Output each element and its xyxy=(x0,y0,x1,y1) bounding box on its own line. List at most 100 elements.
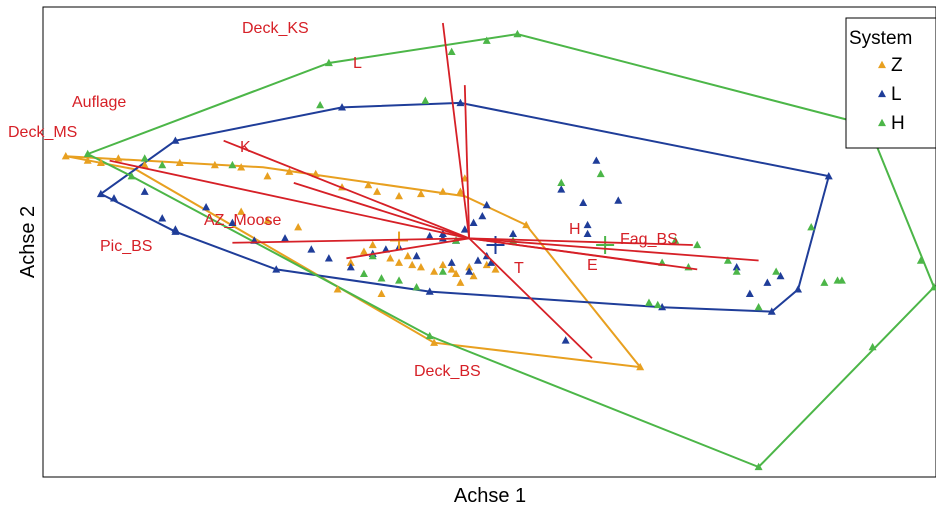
point-h xyxy=(482,36,491,44)
point-z xyxy=(416,189,425,198)
vector-label-k: K xyxy=(240,139,251,156)
point-z xyxy=(61,152,70,160)
point-l xyxy=(583,220,592,229)
point-z xyxy=(175,158,184,167)
point-h xyxy=(316,100,325,109)
vector-deck-ms xyxy=(109,159,470,240)
point-h xyxy=(644,298,653,306)
vector-fag-bs xyxy=(469,237,759,262)
vector-deck-bs xyxy=(468,237,593,359)
point-l xyxy=(614,196,623,204)
point-z xyxy=(456,187,465,195)
point-z xyxy=(438,187,447,195)
point-h xyxy=(754,302,763,311)
point-z xyxy=(83,156,92,164)
vector-label-h: H xyxy=(569,221,581,238)
vector-label-deck-ms: Deck_MS xyxy=(8,124,77,141)
point-l xyxy=(281,234,290,242)
legend-box xyxy=(845,17,936,149)
point-h xyxy=(916,256,925,264)
point-z xyxy=(386,254,395,262)
vector-deck-ks xyxy=(441,22,471,239)
point-z xyxy=(263,216,272,224)
point-z xyxy=(346,258,355,266)
point-l xyxy=(307,245,316,253)
point-l xyxy=(478,211,487,220)
point-z xyxy=(377,289,386,297)
point-l xyxy=(482,200,491,209)
vector-k xyxy=(293,181,470,240)
point-h xyxy=(772,267,781,275)
point-l xyxy=(509,229,518,238)
point-l xyxy=(561,336,570,344)
point-h xyxy=(693,240,702,249)
point-l xyxy=(487,258,496,266)
hull-z xyxy=(65,155,643,369)
point-z xyxy=(285,167,294,175)
point-z xyxy=(395,191,404,200)
vector-auflage xyxy=(223,139,470,240)
point-h xyxy=(807,223,816,231)
point-h xyxy=(377,274,386,282)
point-l xyxy=(592,156,601,164)
point-z xyxy=(430,267,439,275)
point-h xyxy=(438,267,447,275)
point-h xyxy=(732,267,741,275)
point-z xyxy=(368,240,377,249)
hull-l xyxy=(98,101,831,313)
point-h xyxy=(421,96,430,104)
point-h xyxy=(513,29,522,38)
point-h xyxy=(447,47,456,56)
point-z xyxy=(114,154,123,162)
vector-label-t: T xyxy=(514,260,524,277)
point-l xyxy=(767,307,776,315)
point-l xyxy=(338,103,347,111)
point-z xyxy=(294,223,303,231)
point-z xyxy=(438,260,447,269)
point-l xyxy=(96,189,105,198)
point-l xyxy=(447,258,456,266)
point-l xyxy=(425,287,434,295)
point-l xyxy=(171,136,180,144)
point-l xyxy=(456,98,465,107)
point-l xyxy=(324,254,333,262)
point-z xyxy=(237,163,246,171)
point-l xyxy=(412,251,421,260)
point-h xyxy=(127,171,136,180)
point-l xyxy=(583,229,592,238)
point-z xyxy=(469,271,478,280)
point-l xyxy=(658,302,667,311)
point-z xyxy=(430,338,439,346)
point-h xyxy=(359,269,368,278)
point-h xyxy=(723,256,732,264)
point-l xyxy=(579,198,588,206)
point-h xyxy=(158,160,167,169)
vector-label-pic-bs: Pic_BS xyxy=(100,238,152,255)
point-h xyxy=(83,149,92,158)
legend-title: System xyxy=(849,28,912,49)
point-l xyxy=(202,203,211,211)
legend-marker-z xyxy=(878,60,886,69)
point-h xyxy=(140,154,149,162)
point-z xyxy=(403,251,412,260)
y-axis-title: Achse 2 xyxy=(17,206,39,278)
point-l xyxy=(425,231,434,240)
point-l xyxy=(473,256,482,264)
point-z xyxy=(408,260,417,269)
point-h xyxy=(557,178,566,186)
point-h xyxy=(930,282,936,291)
vector-label-auflage: Auflage xyxy=(72,94,126,111)
point-l xyxy=(732,263,741,271)
legend-marker-l xyxy=(878,89,886,98)
point-l xyxy=(158,214,167,222)
point-h xyxy=(395,276,404,284)
point-l xyxy=(776,271,785,280)
point-h xyxy=(868,342,877,351)
point-l xyxy=(272,265,281,273)
point-l xyxy=(465,267,474,275)
point-z xyxy=(364,180,373,189)
point-layer xyxy=(61,29,936,471)
point-l xyxy=(228,218,237,226)
point-l xyxy=(794,285,803,293)
